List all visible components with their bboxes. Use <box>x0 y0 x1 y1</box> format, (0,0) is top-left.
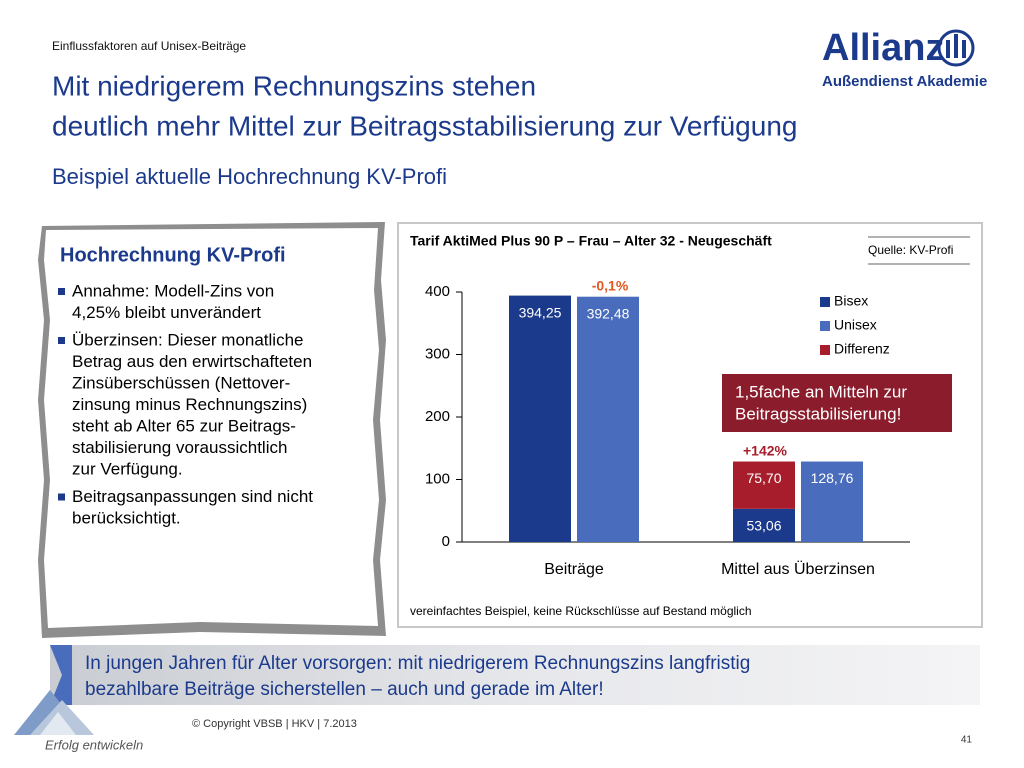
bullet-text: Annahme: Modell-Zins von <box>72 281 274 300</box>
logo-sub: Außendienst Akademie <box>822 73 987 90</box>
data-label: 394,25 <box>519 304 562 320</box>
y-tick-label: 0 <box>442 533 450 550</box>
subtitle: Beispiel aktuelle Hochrechnung KV-Profi <box>52 164 447 189</box>
bullet-text: berücksichtigt. <box>72 508 181 527</box>
chart-title: Tarif AktiMed Plus 90 P – Frau – Alter 3… <box>410 233 772 249</box>
annotation: -0,1% <box>592 278 629 294</box>
callout-text: 1,5fache an Mitteln zur <box>735 382 907 401</box>
banner-text: bezahlbare Beiträge sicherstellen – auch… <box>85 679 604 700</box>
bullet-text: zur Verfügung. <box>72 459 183 478</box>
legend-label: Bisex <box>834 293 868 309</box>
data-label: 75,70 <box>746 470 781 486</box>
legend-label: Differenz <box>834 341 890 357</box>
banner-arrow <box>50 645 72 705</box>
data-label: 53,06 <box>746 518 781 534</box>
bullet-text: Überzinsen: Dieser monatliche <box>72 330 304 349</box>
legend-label: Unisex <box>834 317 877 333</box>
title-line: Mit niedrigerem Rechnungszins stehen <box>52 70 536 101</box>
bullet-marker <box>58 337 65 344</box>
x-tick-label: Beiträge <box>544 561 604 578</box>
bar <box>577 296 639 542</box>
logo-mark <box>937 29 975 67</box>
top-label: Einflussfaktoren auf Unisex-Beiträge <box>52 39 246 53</box>
paper <box>44 228 379 628</box>
footer-logo <box>14 690 94 735</box>
bar <box>509 295 571 542</box>
source: Quelle: KV-Profi <box>868 243 953 257</box>
bullet-text: steht ab Alter 65 zur Beitrags- <box>72 416 296 435</box>
legend-swatch <box>820 345 830 355</box>
copyright: © Copyright VBSB | HKV | 7.2013 <box>192 718 357 730</box>
bullet-text: stabilisierung voraussichtlich <box>72 438 287 457</box>
y-tick-label: 100 <box>425 470 450 487</box>
title-line: deutlich mehr Mittel zur Beitragsstabili… <box>52 110 797 141</box>
bullet-marker <box>58 288 65 295</box>
bullet-text: Betrag aus den erwirtschafteten <box>72 352 312 371</box>
y-tick-label: 400 <box>425 283 450 300</box>
tagline: Erfolg entwickeln <box>45 737 143 752</box>
legend-swatch <box>820 297 830 307</box>
footnote: vereinfachtes Beispiel, keine Rückschlüs… <box>410 604 752 618</box>
data-label: 392,48 <box>587 305 630 321</box>
banner <box>50 645 980 705</box>
bar <box>733 461 795 509</box>
x-tick-label: Mittel aus Überzinsen <box>721 560 875 578</box>
y-tick-label: 200 <box>425 408 450 425</box>
callout-text: Beitragsstabilisierung! <box>735 404 901 423</box>
annotation: +142% <box>743 443 788 459</box>
legend-swatch <box>820 321 830 331</box>
data-label: 128,76 <box>811 470 854 486</box>
bullet-marker <box>58 493 65 501</box>
box-heading: Hochrechnung KV-Profi <box>60 244 286 266</box>
bullet-text: Zinsüberschüssen (Nettover- <box>72 373 290 392</box>
bullet-text: zinsung minus Rechnungszins) <box>72 395 307 414</box>
bar <box>801 461 863 542</box>
bullet-text: Beitragsanpassungen sind nicht <box>72 487 313 506</box>
y-tick-label: 300 <box>425 345 450 362</box>
bullet-text: 4,25% bleibt unverändert <box>72 303 261 322</box>
banner-text: In jungen Jahren für Alter vorsorgen: mi… <box>85 653 750 674</box>
logo-name: Allianz <box>822 27 944 69</box>
bar <box>733 508 795 542</box>
page-number: 41 <box>961 735 973 746</box>
callout <box>722 374 952 432</box>
